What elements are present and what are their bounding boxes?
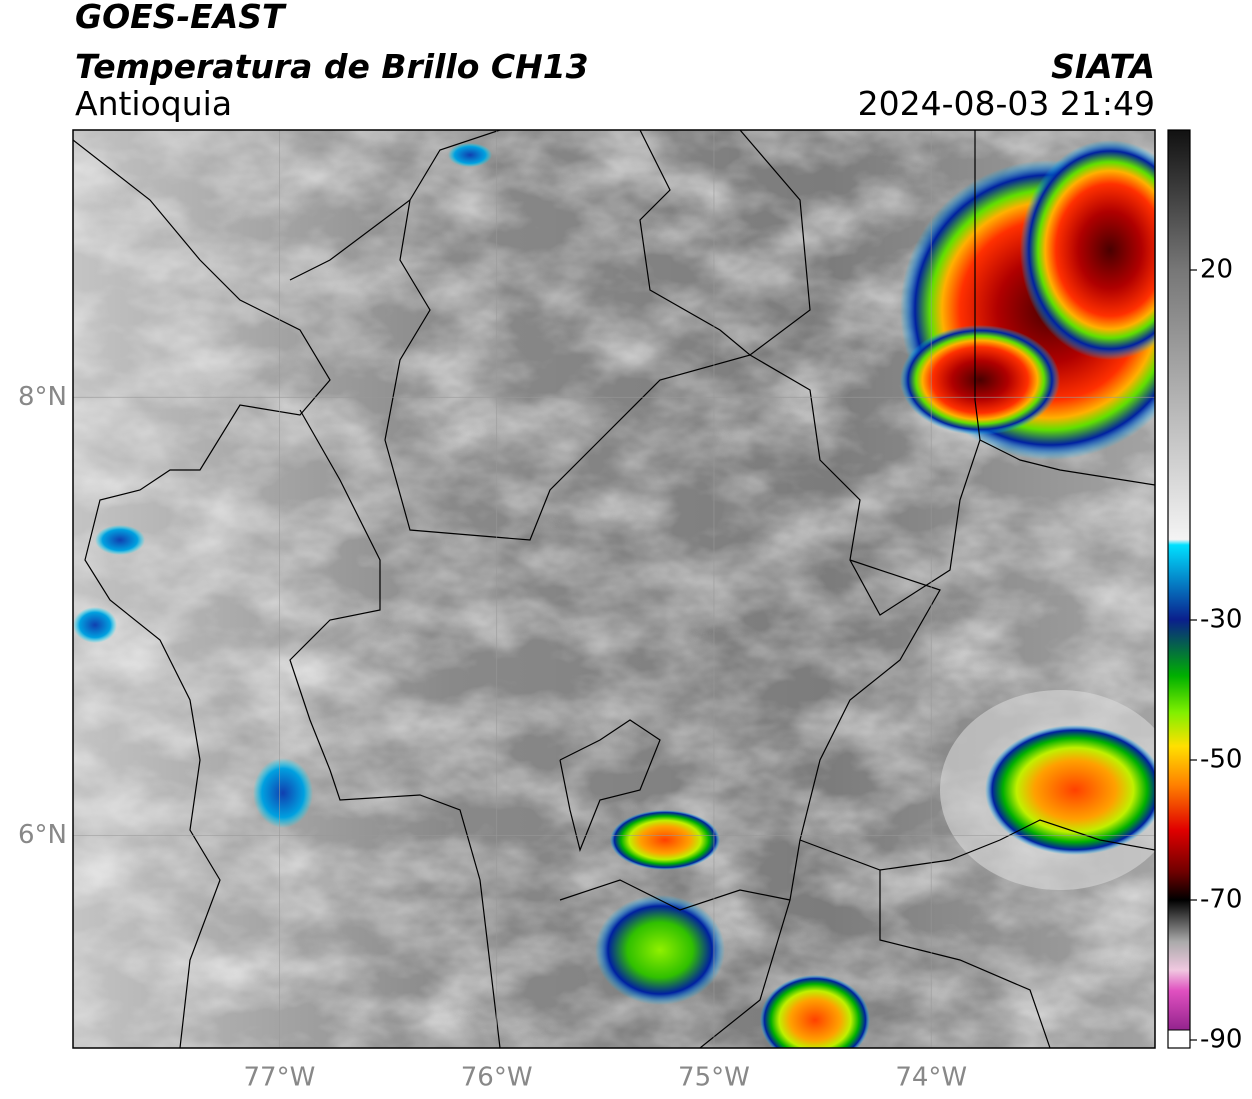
colorbar-extension	[1167, 1029, 1191, 1049]
lon-label: 76°W	[461, 1063, 533, 1093]
border	[289, 409, 501, 1048]
border	[879, 870, 1051, 1048]
border	[559, 719, 661, 852]
product: Temperatura de Brillo CH13	[75, 47, 589, 86]
map-frame	[72, 129, 1156, 1049]
satellite: GOES-EAST	[75, 0, 287, 36]
border	[559, 879, 791, 911]
lon-label: 75°W	[678, 1063, 750, 1093]
lon-label: 77°W	[244, 1063, 316, 1093]
satellite-image	[73, 130, 1155, 1048]
lat-label: 8°N	[18, 382, 67, 412]
border	[639, 130, 811, 356]
border	[699, 559, 941, 1048]
colorbar-tick-label: 20	[1200, 255, 1233, 285]
colorbar-frame	[1167, 129, 1191, 1049]
colorbar-tick-label: -50	[1200, 745, 1242, 775]
border	[979, 439, 1155, 486]
colorbar-tick-label: -30	[1200, 605, 1242, 635]
region: Antioquia	[75, 84, 232, 123]
coastline	[73, 139, 331, 1048]
colorbar-ticks: 20 -30 -50 -70 -90	[1190, 255, 1242, 1055]
colorbar-tick-label: -90	[1200, 1025, 1242, 1055]
lon-label: 74°W	[895, 1063, 967, 1093]
colorbar-tick-label: -70	[1200, 885, 1242, 915]
source: SIATA	[1051, 47, 1155, 86]
colorbar	[1168, 130, 1190, 1040]
datetime: 2024-08-03 21:49	[858, 84, 1155, 123]
lat-label: 6°N	[18, 820, 67, 850]
graticule: 8°N 6°N 77°W 76°W 75°W 74°W	[18, 130, 1155, 1093]
